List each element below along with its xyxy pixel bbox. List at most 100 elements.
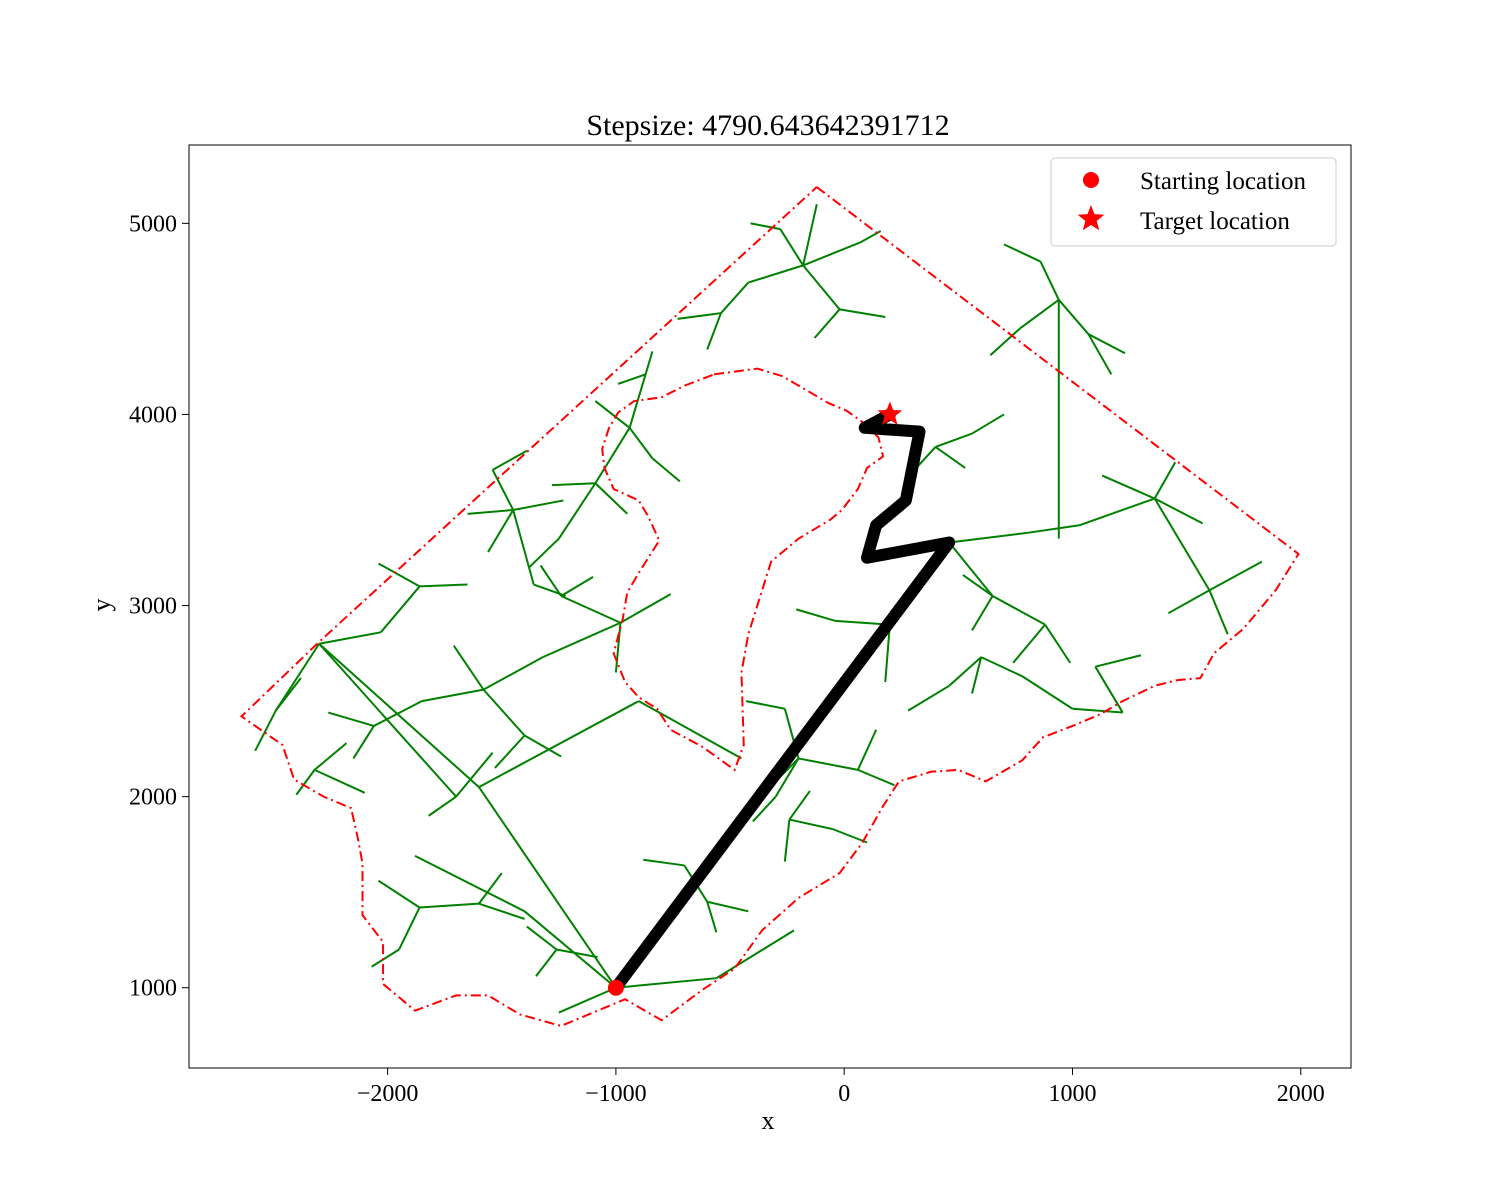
tree-edge xyxy=(254,710,277,752)
tree-edge xyxy=(1087,333,1113,375)
tree-edge xyxy=(318,643,480,788)
tree-edge xyxy=(1078,497,1156,527)
y-axis-ticks: 1000 2000 3000 4000 5000 xyxy=(129,211,189,1002)
outer-boundary xyxy=(239,186,1300,1028)
tree-edge xyxy=(779,228,804,266)
tree-edge xyxy=(783,819,791,862)
tree-edge xyxy=(478,872,503,905)
tree-edge xyxy=(1072,707,1123,714)
tree-edge xyxy=(980,656,1023,678)
tree-edge xyxy=(748,264,804,284)
tree-edge xyxy=(802,204,818,266)
x-tick-label: −2000 xyxy=(357,1081,419,1107)
x-axis-label: x xyxy=(762,1106,775,1135)
plot-area xyxy=(239,186,1300,1028)
tree-edge xyxy=(989,327,1021,356)
tree-edge xyxy=(706,312,722,350)
tree-edge xyxy=(594,482,629,515)
tree-edge xyxy=(774,757,800,798)
tree-edge xyxy=(884,624,891,683)
tree-edge xyxy=(615,977,717,989)
tree-edge xyxy=(643,858,685,867)
x-axis-ticks: −2000 −1000 0 1000 2000 xyxy=(357,1068,1325,1107)
tree-edge xyxy=(798,757,859,771)
tree-edge xyxy=(745,700,786,710)
tree-edge xyxy=(452,645,485,691)
tree-edge xyxy=(483,656,544,691)
tree-edge xyxy=(318,643,457,798)
tree-edge xyxy=(380,585,421,633)
legend-start-label: Starting location xyxy=(1140,168,1306,195)
tree-edge xyxy=(314,768,366,794)
tree-edge xyxy=(556,948,598,959)
legend: Starting location Target location xyxy=(1050,157,1337,247)
tree-edge xyxy=(644,351,654,375)
x-tick-label: 0 xyxy=(838,1081,850,1107)
tree-edge xyxy=(856,729,878,771)
tree-edge xyxy=(1012,624,1046,664)
tree-edge xyxy=(377,879,421,909)
tree-edge xyxy=(628,374,647,429)
tree-edge xyxy=(487,509,515,553)
chart-title: Stepsize: 4790.643642391712 xyxy=(586,109,949,142)
tree-edge xyxy=(962,574,994,597)
tree-edge xyxy=(512,499,564,511)
tree-edge xyxy=(638,700,742,760)
tree-edge xyxy=(1019,298,1060,330)
tree-edge xyxy=(706,900,749,913)
tree-edge xyxy=(935,432,973,448)
x-tick-label: 1000 xyxy=(1048,1081,1096,1107)
tree-edge xyxy=(949,531,1027,544)
tree-edge xyxy=(677,312,722,320)
tree-edge xyxy=(478,902,525,920)
tree-edge xyxy=(560,576,594,597)
legend-box xyxy=(1050,157,1337,247)
tree-edge xyxy=(1153,498,1211,591)
tree-edge xyxy=(706,901,718,933)
tree-edge xyxy=(720,281,750,314)
tree-edge xyxy=(1094,666,1124,714)
tree-edge xyxy=(907,684,950,712)
tree-edge xyxy=(971,413,1005,435)
tree-edge xyxy=(491,469,515,511)
tree-edge xyxy=(948,541,994,597)
tree-edge xyxy=(1003,243,1041,263)
tree-edge xyxy=(1088,333,1126,355)
tree-edge xyxy=(971,595,994,631)
tree-edge xyxy=(802,241,861,267)
tree-edge xyxy=(1058,299,1090,335)
tree-edge xyxy=(594,427,631,484)
tree-edge xyxy=(512,509,535,585)
tree-edge xyxy=(398,907,421,950)
legend-target-label: Target location xyxy=(1140,208,1290,235)
tree-edge xyxy=(467,508,514,515)
tree-edge xyxy=(992,595,1046,626)
tree-edge xyxy=(524,734,562,758)
tree-edge xyxy=(539,564,562,597)
legend-start-marker xyxy=(1083,172,1099,188)
target-marker xyxy=(877,401,903,425)
tree-edge xyxy=(494,734,526,769)
tree-edge xyxy=(1101,474,1156,500)
y-tick-label: 3000 xyxy=(129,594,177,620)
tree-edge xyxy=(934,446,966,469)
tree-edge xyxy=(857,768,895,787)
tree-edge xyxy=(371,948,400,968)
legend-target-marker xyxy=(1077,205,1105,231)
axes-frame xyxy=(188,144,1352,1069)
tree-edge xyxy=(492,449,528,471)
markers xyxy=(607,401,903,996)
planned-path xyxy=(609,408,956,994)
path-layer xyxy=(609,408,956,994)
y-axis-label: y xyxy=(87,599,116,612)
y-tick-label: 2000 xyxy=(129,785,177,811)
tree-edge xyxy=(318,631,381,645)
tree-edge xyxy=(750,222,781,231)
tree-edge xyxy=(274,643,320,712)
tree-edge xyxy=(832,828,868,844)
tree-edge xyxy=(1154,497,1204,525)
tree-edge xyxy=(795,608,836,622)
tree-edge xyxy=(313,742,348,771)
tree-edge xyxy=(557,482,597,540)
